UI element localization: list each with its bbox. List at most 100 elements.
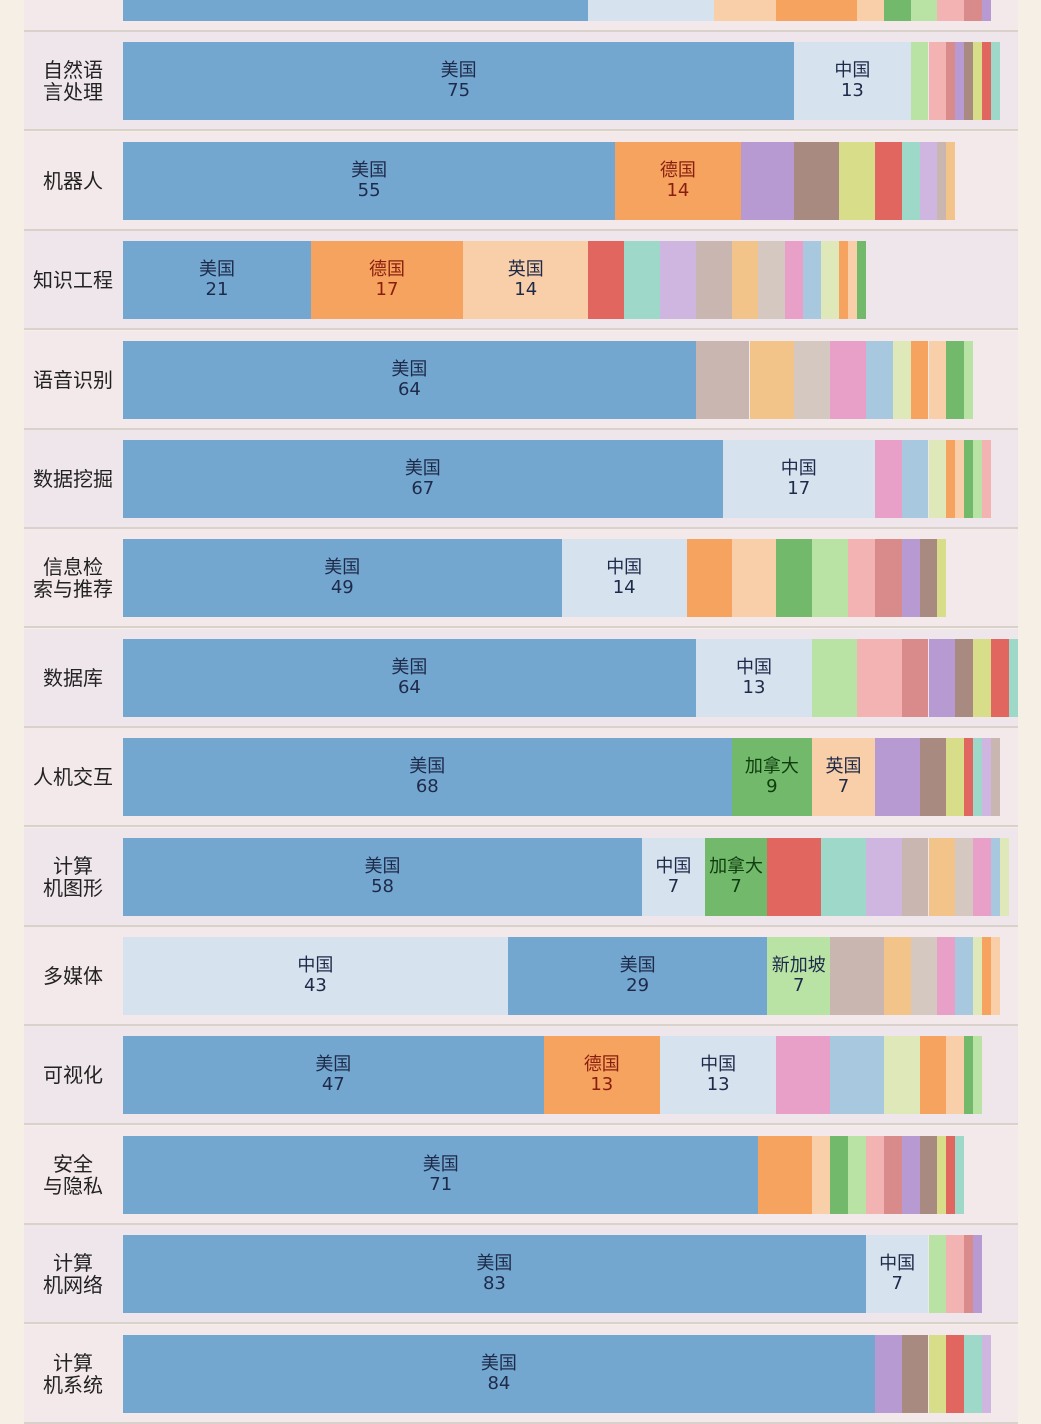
- row-divider: [24, 1421, 1018, 1424]
- bar-segment: [991, 738, 1001, 817]
- bar-track: 美国 47 德国 13 中国 13: [123, 1036, 1018, 1115]
- bar-segment: [812, 638, 857, 717]
- category-label-line: 安全: [53, 1151, 93, 1176]
- bar-segment: [946, 1036, 965, 1115]
- bar-segment: [919, 1135, 938, 1214]
- bar-segment: [964, 0, 983, 21]
- bar-segment: [758, 241, 786, 320]
- bar-segment: [991, 937, 1001, 1015]
- bar-segment: [812, 539, 848, 618]
- category-label-line: 计算: [53, 1251, 93, 1276]
- bar-segment: [901, 1334, 929, 1413]
- bar-segment: [123, 837, 643, 916]
- category-label-line: 知识工程: [33, 268, 113, 293]
- bar-segment: [991, 42, 1001, 121]
- bar-track: 美国 21 德国 17 英国 14: [123, 241, 1018, 320]
- category-label-line: 与隐私: [43, 1173, 103, 1198]
- bar-segment: [830, 1135, 848, 1214]
- bar-track: 中国 43 美国 29 新加坡 7: [123, 937, 1018, 1015]
- bar-segment: [794, 141, 839, 220]
- bar-segment: [901, 837, 929, 916]
- bar-segment: [955, 42, 965, 121]
- bar-segment: [928, 1235, 947, 1314]
- bar-segment: [973, 1235, 983, 1314]
- bar-segment: [830, 340, 866, 419]
- bar-segment: [937, 937, 956, 1015]
- bar-segment: [964, 1235, 974, 1314]
- bar-segment: [946, 440, 956, 518]
- bar-segment: [695, 638, 813, 717]
- bar-segment: [830, 1036, 884, 1115]
- bar-segment: [660, 241, 696, 320]
- bar-segment: [946, 738, 965, 817]
- row-divider: [24, 1322, 1018, 1325]
- bar-segment: [955, 440, 965, 518]
- category-label: 计算 机网络: [24, 1235, 122, 1313]
- bar-segment: [830, 937, 884, 1015]
- category-label-line: 索与推荐: [33, 577, 113, 602]
- bar-segment: [946, 1334, 965, 1413]
- bar-segment: [588, 0, 714, 21]
- bar-segment: [955, 1135, 965, 1214]
- bar-segment: [901, 539, 920, 618]
- bar-segment: [803, 241, 822, 320]
- bar-segment: [928, 42, 947, 121]
- category-label: 自然语 言处理: [24, 42, 122, 120]
- bar-segment: [910, 0, 938, 21]
- bar-segment: [543, 1036, 660, 1115]
- bar-segment: [865, 837, 902, 916]
- row-divider: [24, 1123, 1018, 1126]
- bar-segment: [865, 1135, 884, 1214]
- bar-segment: [463, 241, 589, 320]
- bar-track: 美国 64 中国 13: [123, 638, 1018, 717]
- bar-segment: [982, 738, 992, 817]
- bar-segment: [731, 241, 759, 320]
- bar-segment: [982, 42, 992, 121]
- row-divider: [24, 924, 1018, 927]
- category-label-line: 人机交互: [33, 765, 113, 790]
- bar-segment: [982, 937, 992, 1015]
- category-label-line: 自然语: [43, 58, 103, 83]
- bar-segment: [973, 837, 992, 916]
- bar-segment: [588, 241, 625, 320]
- bar-track: [123, 0, 1018, 21]
- bar-segment: [901, 141, 920, 220]
- bar-segment: [1009, 638, 1018, 717]
- category-label: 多媒体: [24, 937, 122, 1015]
- row-divider: [24, 30, 1018, 32]
- category-label: 机视觉: [24, 0, 122, 21]
- category-label-line: 可视化: [43, 1063, 103, 1088]
- bar-segment: [123, 340, 696, 419]
- bar-track: 美国 68 加拿大 9 英国 7: [123, 738, 1018, 817]
- row-divider: [24, 427, 1018, 430]
- bar-segment: [821, 837, 866, 916]
- bar-segment: [991, 837, 1001, 916]
- bar-track: 美国 67 中国 17: [123, 440, 1018, 518]
- bar-segment: [785, 241, 804, 320]
- bar-segment: [856, 0, 884, 21]
- bar-segment: [901, 638, 929, 717]
- bar-segment: [615, 141, 741, 220]
- bar-segment: [704, 837, 768, 916]
- bar-segment: [758, 1135, 813, 1214]
- bar-segment: [937, 1135, 947, 1214]
- row-divider: [24, 328, 1018, 331]
- category-label-line: 多媒体: [43, 964, 103, 988]
- bar-segment: [624, 241, 660, 320]
- category-label: 知识工程: [24, 241, 122, 319]
- category-label-line: 机图形: [43, 875, 103, 900]
- bar-segment: [973, 440, 983, 518]
- bar-track: 美国 55 德国 14: [123, 141, 1018, 220]
- row-divider: [24, 626, 1018, 629]
- bar-track: 美国 71: [123, 1135, 1018, 1214]
- row-divider: [24, 228, 1018, 231]
- category-label-line: 计算: [53, 853, 93, 878]
- bar-segment: [964, 738, 974, 817]
- bar-segment: [776, 0, 822, 21]
- bar-segment: [955, 837, 974, 916]
- category-label-line: 机器人: [43, 168, 103, 193]
- bar-segment: [964, 1334, 983, 1413]
- bar-segment: [964, 440, 974, 518]
- category-label-line: 机系统: [43, 1372, 103, 1397]
